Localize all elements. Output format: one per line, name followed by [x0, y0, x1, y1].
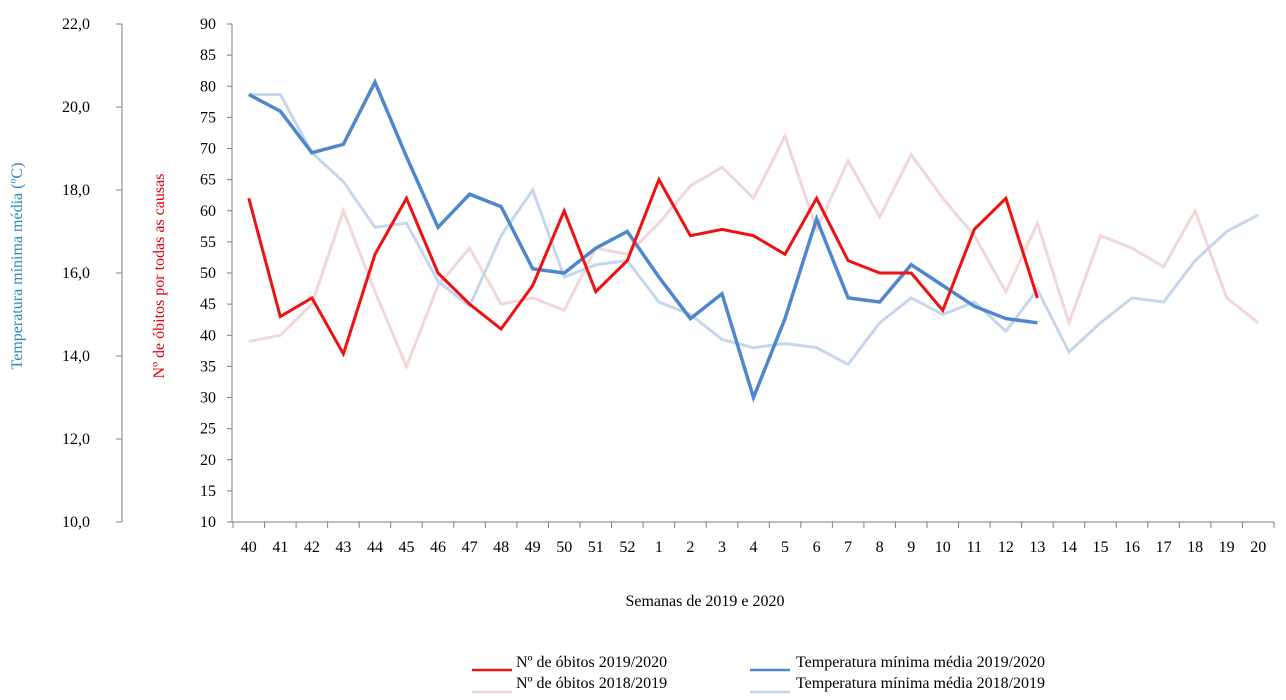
- x-axis-label: Semanas de 2019 e 2020: [625, 593, 784, 610]
- left-tick-label: 12,0: [62, 431, 90, 448]
- right-tick-label: 65: [200, 172, 216, 189]
- legend: Nº de óbitos 2019/2020 Nº de óbitos 2018/…: [472, 654, 1045, 694]
- x-tick-label: 12: [998, 539, 1014, 556]
- series-line: [247, 176, 1039, 358]
- right-tick-label: 45: [200, 296, 216, 313]
- left-tick-label: 10,0: [62, 514, 90, 531]
- text-group: Temperatura mínima média (ºC) Nº de óbit…: [9, 163, 785, 610]
- axes-group: 10,012,014,016,018,020,022,0101520253035…: [62, 16, 1275, 556]
- x-tick-label: 45: [399, 539, 415, 556]
- x-tick-label: 1: [655, 539, 663, 556]
- right-tick-label: 15: [200, 483, 216, 500]
- legend-label: Nº de óbitos 2018/2019: [516, 675, 667, 692]
- x-tick-label: 13: [1029, 539, 1045, 556]
- right-tick-label: 75: [200, 109, 216, 126]
- x-tick-label: 3: [718, 539, 726, 556]
- x-tick-label: 46: [430, 539, 446, 556]
- right-tick-label: 10: [200, 514, 216, 531]
- right-tick-label: 40: [200, 327, 216, 344]
- x-tick-label: 49: [525, 539, 541, 556]
- right-tick-label: 50: [200, 265, 216, 282]
- x-tick-label: 42: [304, 539, 320, 556]
- left-tick-label: 16,0: [62, 265, 90, 282]
- x-tick-label: 2: [686, 539, 694, 556]
- x-tick-label: 10: [935, 539, 951, 556]
- x-tick-label: 9: [907, 539, 915, 556]
- legend-label: Nº de óbitos 2019/2020: [516, 654, 667, 671]
- series-line: [248, 93, 1259, 367]
- x-tick-label: 50: [556, 539, 572, 556]
- right-axis-label: Nº de óbitos por todas as causas: [151, 174, 168, 379]
- x-tick-label: 18: [1187, 539, 1203, 556]
- x-tick-label: 14: [1061, 539, 1077, 556]
- x-tick-label: 43: [335, 539, 351, 556]
- x-tick-label: 40: [241, 539, 257, 556]
- right-tick-label: 30: [200, 390, 216, 407]
- x-tick-label: 15: [1093, 539, 1109, 556]
- left-tick-label: 20,0: [62, 99, 90, 116]
- x-tick-label: 52: [619, 539, 635, 556]
- x-tick-label: 4: [750, 539, 758, 556]
- x-tick-label: 8: [876, 539, 884, 556]
- right-tick-label: 70: [200, 141, 216, 158]
- x-tick-label: 11: [967, 539, 982, 556]
- series-group: [247, 77, 1260, 403]
- legend-label: Temperatura mínima média 2018/2019: [796, 675, 1045, 692]
- left-tick-label: 18,0: [62, 182, 90, 199]
- x-tick-label: 17: [1156, 539, 1172, 556]
- right-tick-label: 80: [200, 78, 216, 95]
- right-tick-label: 90: [200, 16, 216, 33]
- left-tick-label: 22,0: [62, 16, 90, 33]
- right-tick-label: 20: [200, 452, 216, 469]
- left-tick-label: 14,0: [62, 348, 90, 365]
- x-tick-label: 5: [781, 539, 789, 556]
- series-line: [248, 132, 1260, 371]
- legend-label: Temperatura mínima média 2019/2020: [796, 654, 1045, 671]
- x-tick-label: 7: [844, 539, 852, 556]
- right-tick-label: 60: [200, 203, 216, 220]
- x-tick-label: 20: [1250, 539, 1266, 556]
- x-tick-label: 48: [493, 539, 509, 556]
- x-tick-label: 44: [367, 539, 383, 556]
- series-line: [247, 77, 1038, 403]
- right-tick-label: 35: [200, 358, 216, 375]
- x-tick-label: 41: [272, 539, 288, 556]
- x-tick-label: 19: [1219, 539, 1235, 556]
- x-tick-label: 47: [462, 539, 478, 556]
- right-tick-label: 55: [200, 234, 216, 251]
- x-tick-label: 51: [588, 539, 604, 556]
- right-tick-label: 25: [200, 421, 216, 438]
- left-axis-label: Temperatura mínima média (ºC): [9, 163, 26, 370]
- x-tick-label: 16: [1124, 539, 1140, 556]
- x-tick-label: 6: [813, 539, 821, 556]
- right-tick-label: 85: [200, 47, 216, 64]
